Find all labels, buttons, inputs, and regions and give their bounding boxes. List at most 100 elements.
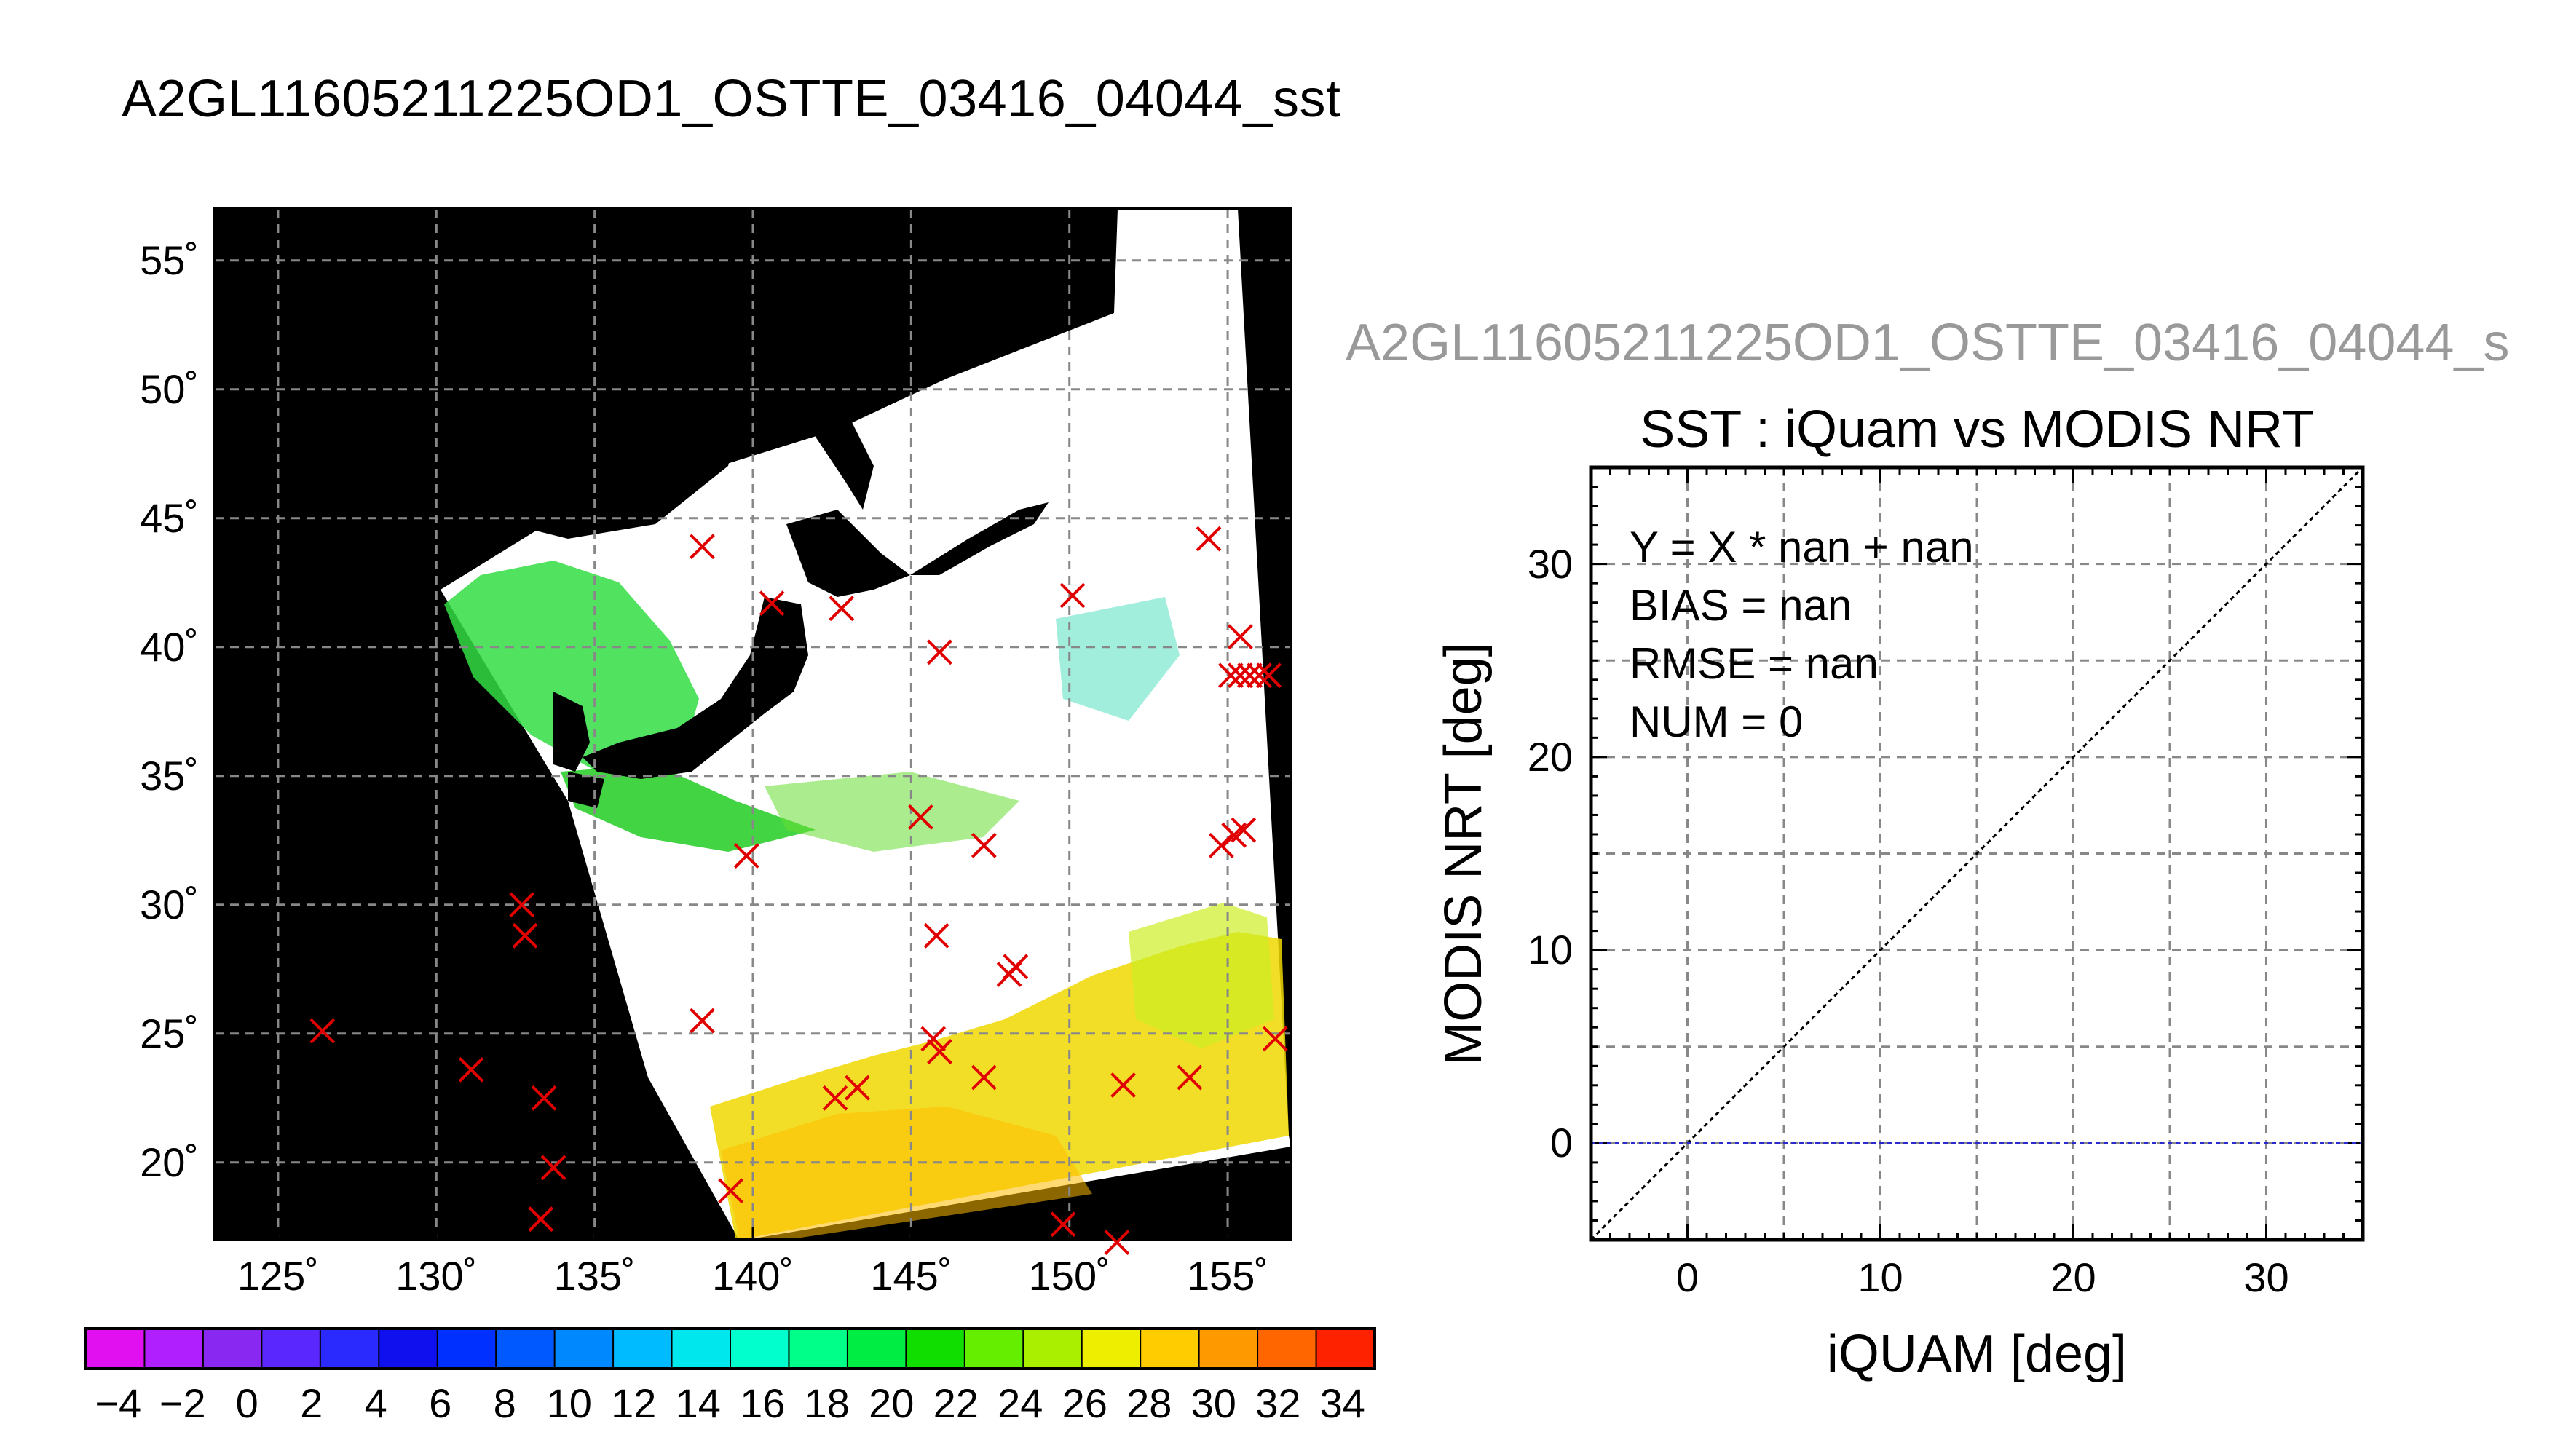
map-marker bbox=[927, 639, 952, 665]
colorbar-tick-label: 30 bbox=[1190, 1380, 1236, 1426]
colorbar-segment bbox=[202, 1329, 262, 1369]
scatter-xtick-label: 20 bbox=[2050, 1254, 2096, 1300]
colorbar-tick-label: 32 bbox=[1255, 1380, 1301, 1426]
colorbar-tick-label: 6 bbox=[429, 1380, 452, 1426]
scatter-title: SST : iQuam vs MODIS NRT bbox=[1640, 400, 2314, 459]
colorbar-tick-label: 20 bbox=[869, 1380, 915, 1426]
map-marker-stroke bbox=[1237, 662, 1263, 689]
colorbar-segment bbox=[554, 1329, 614, 1369]
colorbar-tick-label: 8 bbox=[493, 1380, 516, 1426]
map-marker bbox=[1196, 526, 1222, 552]
identity-line bbox=[1590, 466, 2364, 1241]
colorbar-tick-label: 26 bbox=[1062, 1380, 1107, 1426]
scatter-xtick-label: 0 bbox=[1675, 1254, 1699, 1300]
map-marker bbox=[927, 1039, 952, 1064]
colorbar-tick-label: 34 bbox=[1319, 1380, 1365, 1426]
colorbar-segment bbox=[86, 1329, 145, 1369]
map-marker bbox=[907, 804, 933, 830]
map-marker bbox=[512, 922, 538, 949]
map-marker bbox=[690, 1008, 715, 1034]
map-marker-stroke bbox=[1228, 624, 1253, 650]
map-ytick-label: 25˚ bbox=[140, 1010, 199, 1056]
colorbar-tick-label: 14 bbox=[675, 1380, 721, 1426]
land-korea bbox=[553, 692, 590, 772]
map-marker-stroke bbox=[1256, 662, 1282, 689]
land-russia bbox=[510, 218, 845, 539]
colorbar-segment bbox=[1257, 1329, 1317, 1369]
map-marker-stroke bbox=[1228, 662, 1253, 689]
scatter-ytick-label: 10 bbox=[1527, 927, 1573, 973]
scatter-ytick-label: 0 bbox=[1549, 1120, 1573, 1166]
land-sakhalin bbox=[786, 298, 874, 510]
colorbar-segment bbox=[1316, 1329, 1375, 1369]
scatter-xlabel: iQUAM [deg] bbox=[1826, 1325, 2128, 1383]
map-marker bbox=[1104, 1230, 1130, 1255]
map-ytick-label: 30˚ bbox=[140, 881, 199, 927]
colorbar-tick-label: 12 bbox=[611, 1380, 657, 1426]
map-marker bbox=[528, 1206, 554, 1233]
map-ytick-label: 50˚ bbox=[140, 365, 199, 412]
colorbar-segment bbox=[964, 1329, 1024, 1369]
sst-yellowgreen-east bbox=[1129, 903, 1274, 1048]
map-ytick-label: 55˚ bbox=[140, 237, 199, 283]
map-marker-stroke bbox=[458, 1056, 484, 1083]
map-marker-stroke bbox=[1104, 1230, 1130, 1255]
map-marker bbox=[733, 843, 759, 869]
map-marker bbox=[822, 1085, 848, 1111]
colorbar-segment bbox=[730, 1329, 789, 1369]
map-marker-stroke bbox=[1110, 1072, 1137, 1099]
map-marker-stroke bbox=[845, 1075, 870, 1101]
map-marker bbox=[1237, 662, 1263, 689]
map-marker-stroke bbox=[512, 922, 538, 949]
map-marker bbox=[1228, 624, 1253, 650]
map-marker bbox=[690, 534, 715, 560]
colorbar-segment bbox=[379, 1329, 438, 1369]
scatter-xtick-label: 30 bbox=[2243, 1254, 2289, 1300]
map-marker bbox=[1231, 817, 1257, 843]
map-marker-stroke bbox=[927, 639, 952, 665]
colorbar-segment bbox=[144, 1329, 204, 1369]
map-marker bbox=[509, 892, 535, 918]
map-marker bbox=[1110, 1072, 1137, 1099]
map-marker bbox=[1050, 1211, 1076, 1238]
map-marker-stroke bbox=[1003, 954, 1029, 980]
sst-green-band bbox=[561, 764, 816, 852]
map-xtick-label: 125˚ bbox=[237, 1253, 319, 1299]
swath-area bbox=[441, 209, 1291, 1240]
map-marker bbox=[845, 1075, 870, 1101]
map-ytick-label: 20˚ bbox=[140, 1139, 199, 1185]
map-marker bbox=[971, 1064, 997, 1091]
map-marker bbox=[920, 1026, 947, 1052]
map-marker bbox=[1228, 662, 1253, 689]
map-marker-stroke bbox=[309, 1018, 336, 1044]
map-marker bbox=[531, 1085, 557, 1111]
map-xtick-label: 155˚ bbox=[1187, 1253, 1269, 1299]
map-marker bbox=[971, 832, 997, 858]
map-marker-stroke bbox=[907, 804, 933, 830]
map-xtick-label: 140˚ bbox=[711, 1253, 794, 1299]
colorbar-tick-label: 24 bbox=[998, 1380, 1043, 1426]
map-marker bbox=[1208, 832, 1234, 858]
map-marker-stroke bbox=[733, 843, 759, 869]
map-marker bbox=[1262, 1026, 1288, 1052]
scatter-ytick-label: 30 bbox=[1527, 540, 1573, 587]
map-marker-stroke bbox=[971, 1064, 997, 1091]
scatter-annotation: RMSE = nan bbox=[1630, 639, 1879, 688]
colorbar-segment bbox=[789, 1329, 848, 1369]
colorbar-tick-label: 18 bbox=[804, 1380, 850, 1426]
map-marker-stroke bbox=[1196, 526, 1222, 552]
scatter-annotation: Y = X * nan + nan bbox=[1630, 523, 1974, 571]
map-marker bbox=[1247, 662, 1272, 689]
map-xtick-label: 145˚ bbox=[870, 1253, 952, 1299]
map-marker bbox=[1256, 662, 1282, 689]
sst-cyan-east bbox=[1056, 597, 1180, 721]
colorbar-tick-label: −4 bbox=[95, 1380, 142, 1426]
map-marker-stroke bbox=[920, 1026, 947, 1052]
map-marker bbox=[1059, 582, 1086, 609]
colorbar-segment bbox=[496, 1329, 556, 1369]
right-panel-title: A2GL11605211225OD1_OSTTE_03416_04044_s bbox=[1346, 314, 2510, 372]
map-marker-stroke bbox=[829, 596, 855, 622]
colorbar-tick-label: 16 bbox=[740, 1380, 786, 1426]
